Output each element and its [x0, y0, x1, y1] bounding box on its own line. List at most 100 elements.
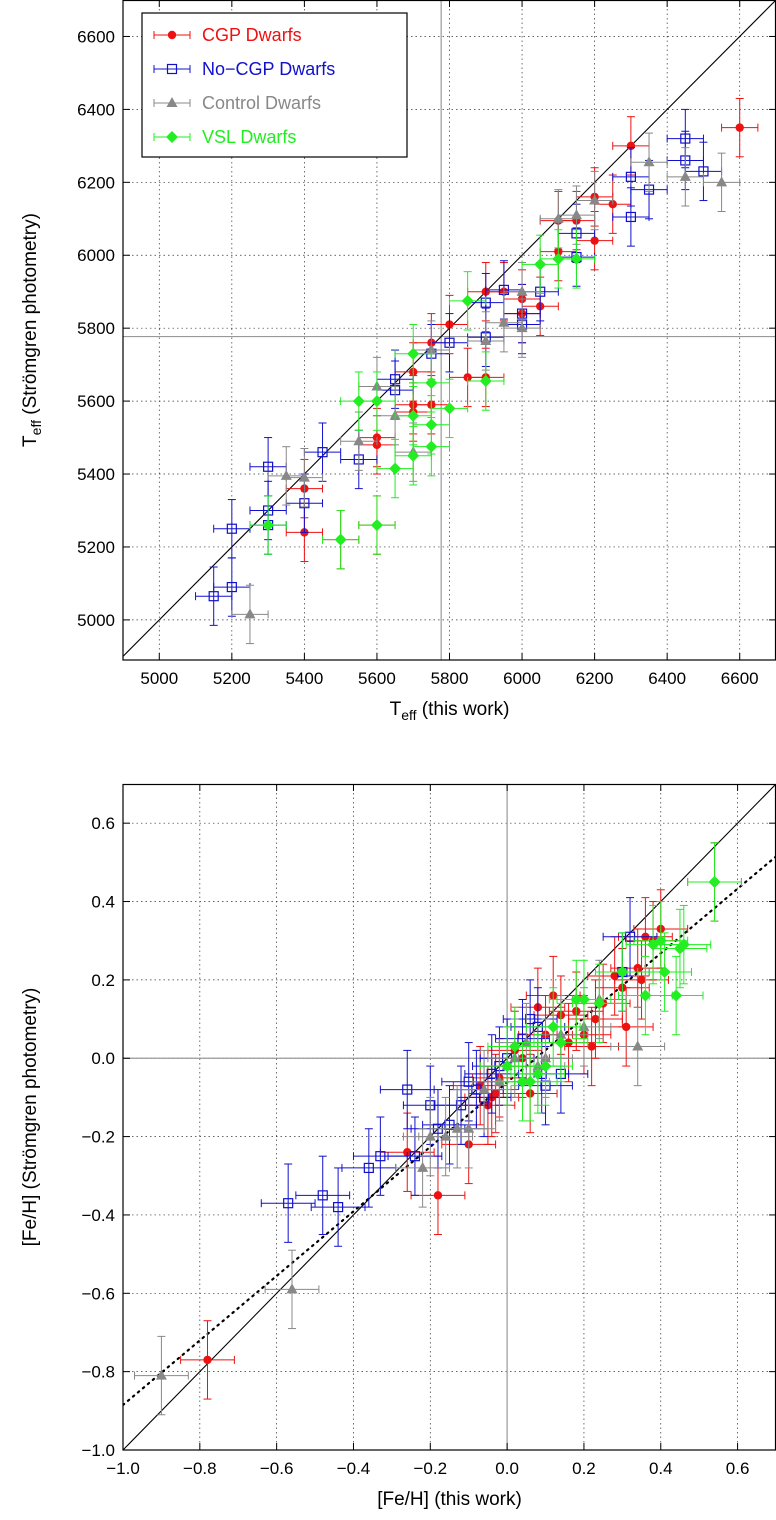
- error-bars: [612, 187, 650, 247]
- legend-swatch-nocgp: [153, 65, 191, 73]
- data-point-control: [451, 1122, 463, 1133]
- x-axis-label: [Fe/H] (this work): [377, 1489, 522, 1510]
- data-point-nocgp: [317, 1190, 328, 1201]
- data-point-nocgp: [444, 1119, 455, 1130]
- error-bars: [260, 1163, 316, 1243]
- series-vsl: [479, 842, 742, 1122]
- data-point-control: [493, 1075, 505, 1086]
- x-tick-label: −1.0: [106, 1459, 140, 1478]
- data-point-control: [716, 176, 728, 187]
- data-point-vsl: [443, 402, 456, 415]
- data-point-control: [516, 285, 528, 296]
- x-tick-label: 5400: [285, 669, 323, 688]
- data-point-nocgp: [226, 523, 237, 534]
- y-tick-label: 5400: [77, 465, 115, 484]
- error-bars: [303, 422, 342, 482]
- x-tick-label: 5000: [140, 669, 178, 688]
- x-tick-label: 6200: [576, 669, 614, 688]
- data-point-vsl: [407, 409, 420, 422]
- data-point-nocgp: [624, 931, 636, 942]
- data-point-nocgp: [283, 1198, 294, 1209]
- x-tick-label: −0.8: [183, 1459, 217, 1478]
- x-tick-label: 5800: [431, 669, 469, 688]
- data-point-cgp: [433, 1191, 443, 1200]
- data-point-nocgp: [525, 1013, 536, 1025]
- data-point-cgp: [203, 1355, 212, 1365]
- data-point-vsl: [524, 1075, 537, 1088]
- data-point-cgp: [587, 1042, 596, 1051]
- y-tick-label: 5200: [77, 538, 115, 557]
- data-point-nocgp: [402, 1084, 413, 1095]
- legend-marker-vsl: [166, 131, 178, 143]
- x-tick-label: −0.2: [414, 1459, 448, 1478]
- data-point-nocgp: [486, 1068, 497, 1080]
- error-bars: [213, 499, 251, 559]
- data-point-vsl: [654, 934, 667, 947]
- data-point-vsl: [670, 989, 683, 1002]
- y-axis-label: Teff (Strömgren photometry): [20, 213, 44, 447]
- data-point-vsl: [547, 1020, 560, 1033]
- data-point-control: [632, 1040, 644, 1051]
- data-point-control: [589, 194, 601, 205]
- y-tick-label: −0.6: [81, 1284, 115, 1303]
- data-point-vsl: [262, 519, 275, 532]
- data-point-nocgp: [409, 1151, 421, 1162]
- data-point-vsl: [425, 376, 438, 389]
- data-point-vsl: [407, 347, 420, 360]
- y-tick-label: −0.4: [81, 1206, 115, 1225]
- series-nocgp: [195, 108, 723, 626]
- data-point-control: [424, 1130, 436, 1141]
- data-point-control: [425, 344, 437, 355]
- error-bars: [379, 1049, 435, 1130]
- data-point-control: [516, 322, 528, 333]
- y-tick-label: 0.2: [91, 971, 115, 990]
- legend: CGP Dwarfs No−CGP Dwarfs Control Dwarfs VSL…: [141, 12, 408, 158]
- y-tick-label: 5800: [77, 319, 115, 338]
- data-point-cgp: [591, 1014, 600, 1024]
- error-bars: [249, 437, 287, 497]
- y-axis-label: [Fe/H] (Strömgren photometry): [20, 988, 41, 1247]
- y-tick-label: 5000: [77, 611, 115, 630]
- data-point-cgp: [735, 123, 744, 132]
- series-vsl: [249, 229, 596, 570]
- legend-marker-control: [166, 97, 178, 107]
- feh-comparison-panel: −1.0 −0.8 −0.6 −0.4 −0.2 0.0 0.2 0.4 0.6 −1.0 −0.8…: [20, 783, 776, 1510]
- data-point-vsl: [593, 997, 606, 1010]
- legend-label-cgp: CGP Dwarfs: [202, 25, 302, 45]
- data-point-nocgp: [263, 461, 274, 472]
- y-tick-label: 5600: [77, 392, 115, 411]
- data-point-vsl: [370, 395, 383, 408]
- data-point-control: [298, 471, 310, 482]
- data-point-vsl: [616, 966, 629, 979]
- y-tick-label: 6200: [77, 173, 115, 192]
- data-point-vsl: [658, 966, 671, 979]
- y-tick-label: 6000: [77, 246, 115, 265]
- legend-label-control: Control Dwarfs: [202, 93, 321, 113]
- data-point-control: [463, 1122, 475, 1133]
- linear-fit-dotted-line: [123, 855, 776, 1407]
- x-tick-label: 5200: [213, 669, 251, 688]
- x-tick-label: 6000: [503, 669, 541, 688]
- x-tick-label: 0.2: [572, 1459, 596, 1478]
- error-bars: [602, 897, 658, 977]
- legend-box: [141, 12, 408, 158]
- data-point-control: [520, 1036, 532, 1047]
- y-tick-label: −1.0: [81, 1441, 115, 1460]
- x-tick-label: 6400: [648, 669, 686, 688]
- data-point-cgp: [637, 975, 646, 985]
- data-point-vsl: [407, 449, 420, 462]
- data-point-vsl: [334, 533, 347, 546]
- data-point-vsl: [501, 1060, 514, 1073]
- error-bars: [213, 557, 251, 617]
- teff-comparison-panel: 5000 5200 5400 5600 5800 6000 6200 6400 6600 5000…: [20, 0, 776, 723]
- error-bars: [387, 1116, 443, 1196]
- data-point-vsl: [708, 875, 721, 888]
- x-tick-label: 5600: [358, 669, 396, 688]
- x-tick-label: −0.6: [260, 1459, 294, 1478]
- legend-marker-nocgp: [166, 63, 178, 75]
- x-axis-label: Teff (this work): [390, 699, 510, 723]
- y-tick-label: 0.4: [91, 893, 115, 912]
- data-point-vsl: [370, 519, 383, 532]
- data-point-cgp: [621, 1022, 631, 1032]
